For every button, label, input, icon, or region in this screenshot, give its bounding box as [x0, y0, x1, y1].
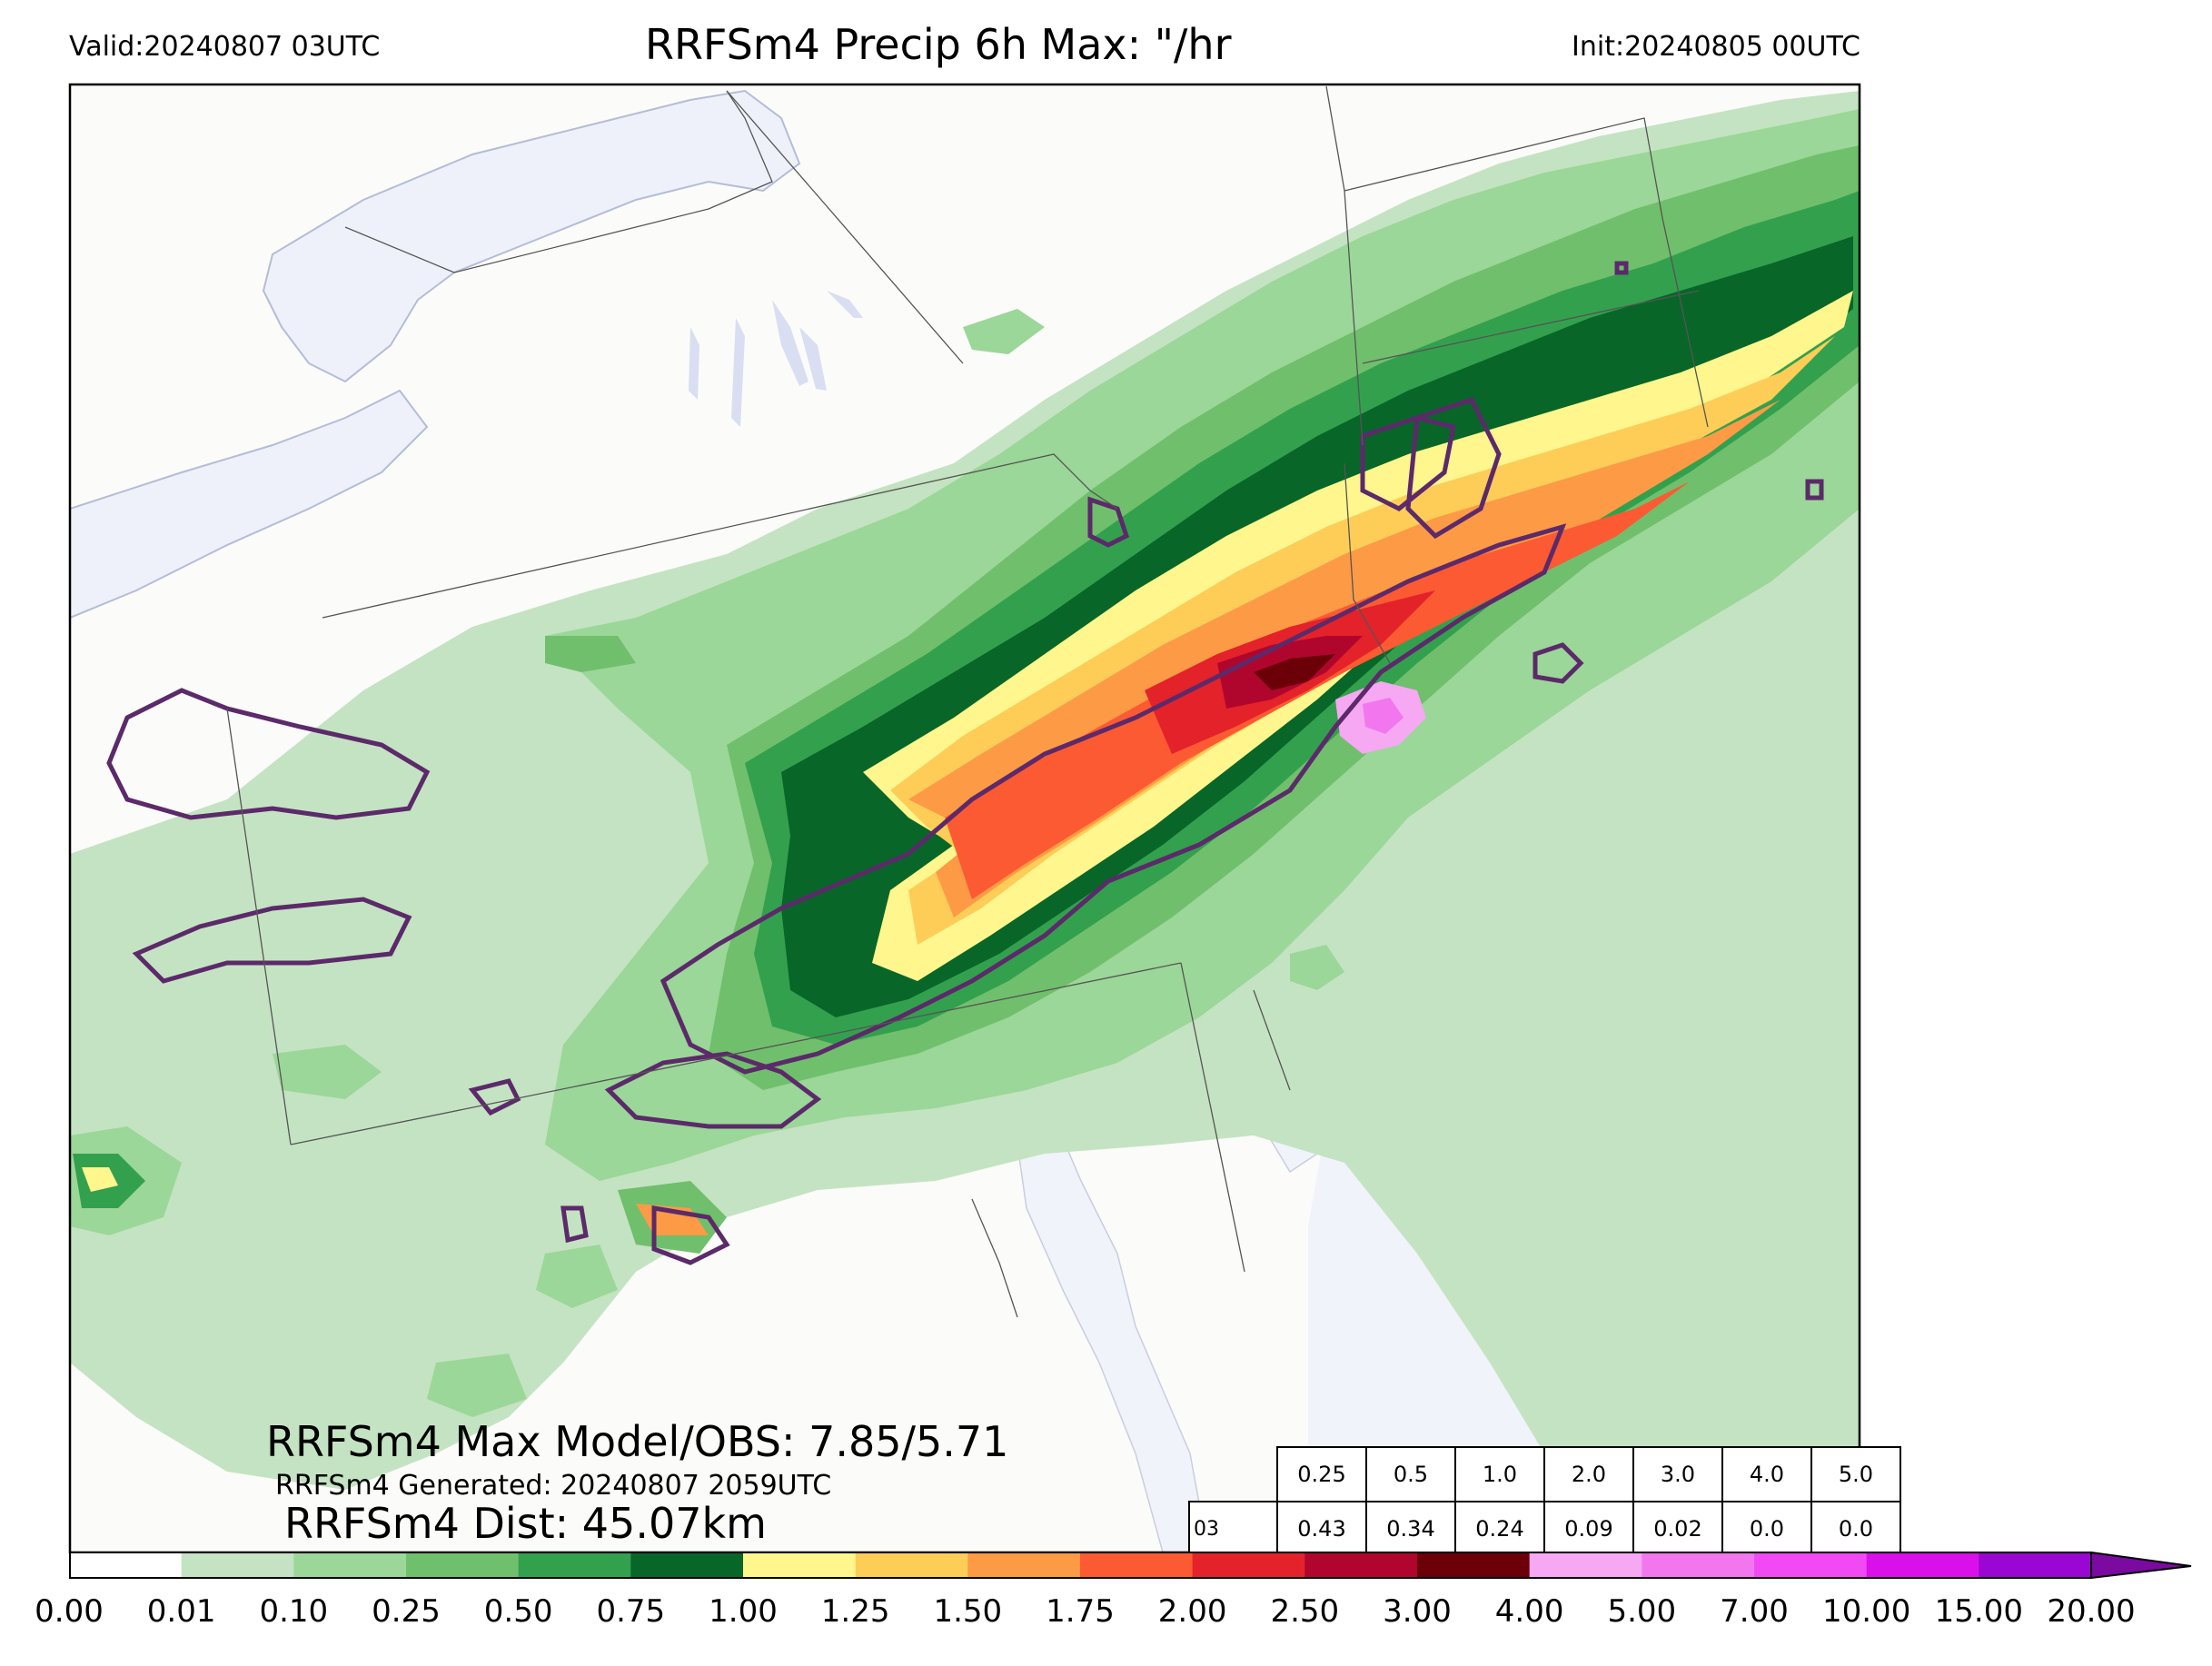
colorbar-segment — [406, 1552, 520, 1578]
dist-label: RRFSm4 Dist: 45.07km — [284, 1499, 767, 1548]
threshold-cell: 0.5 — [1365, 1446, 1456, 1502]
colorbar-tick-label: 1.50 — [933, 1593, 1003, 1630]
colorbar-segment — [1642, 1552, 1755, 1578]
chesapeake-bay — [1017, 1116, 1209, 1552]
verification-table: 0.25 0.5 1.0 2.0 3.0 4.0 5.0 03 0.43 0.3… — [1188, 1446, 1901, 1557]
max-model-obs-label: RRFSm4 Max Model/OBS: 7.85/5.71 — [266, 1417, 1009, 1466]
colorbar-tick-label: 4.00 — [1494, 1593, 1564, 1630]
score-cell: 0.0 — [1721, 1501, 1812, 1557]
colorbar-tick-label: 0.10 — [259, 1593, 329, 1630]
colorbar-segment — [518, 1552, 631, 1578]
colorbar-segment — [630, 1552, 744, 1578]
colorbar-segment — [1304, 1552, 1418, 1578]
colorbar-segment — [1192, 1552, 1305, 1578]
colorbar-segment — [1979, 1552, 2092, 1578]
chart-title: RRFSm4 Precip 6h Max: "/hr — [645, 20, 1232, 69]
finger-lakes — [689, 291, 863, 427]
colorbar-segment — [967, 1552, 1081, 1578]
colorbar-tick-label: 15.00 — [1934, 1593, 2023, 1630]
score-cell: 0.34 — [1365, 1501, 1456, 1557]
obs-contours — [106, 261, 1824, 1265]
threshold-cell: 0.25 — [1276, 1446, 1367, 1502]
colorbar-tick-label: 2.50 — [1270, 1593, 1340, 1630]
colorbar-segment — [69, 1552, 183, 1578]
colorbar-segment — [1417, 1552, 1531, 1578]
threshold-cell: 5.0 — [1810, 1446, 1901, 1502]
colorbar-segment — [1080, 1552, 1194, 1578]
valid-time: Valid:20240807 03UTC — [69, 31, 381, 63]
threshold-cell: 2.0 — [1543, 1446, 1634, 1502]
colorbar-segment — [743, 1552, 857, 1578]
colorbar-tick-label: 0.75 — [596, 1593, 666, 1630]
threshold-cell: 1.0 — [1454, 1446, 1545, 1502]
colorbar-extend-arrow — [2090, 1552, 2192, 1580]
colorbar-outline — [69, 1552, 2092, 1579]
row-label: 03 — [1188, 1501, 1278, 1557]
colorbar-tick-label: 0.01 — [146, 1593, 216, 1630]
score-cell: 0.02 — [1632, 1501, 1723, 1557]
colorbar-tick-label: 2.00 — [1157, 1593, 1227, 1630]
score-cell: 0.0 — [1810, 1501, 1901, 1557]
colorbar-segment — [293, 1552, 407, 1578]
colorbar — [69, 1552, 2192, 1580]
lake-erie — [70, 389, 429, 620]
colorbar-segment — [855, 1552, 968, 1578]
colorbar-tick-label: 20.00 — [2047, 1593, 2136, 1630]
colorbar-tick-label: 1.75 — [1046, 1593, 1115, 1630]
colorbar-tick-label: 1.00 — [709, 1593, 778, 1630]
colorbar-segment — [1529, 1552, 1642, 1578]
score-row: 03 0.43 0.34 0.24 0.09 0.02 0.0 0.0 — [1188, 1501, 1901, 1557]
state-borders — [226, 85, 1709, 1318]
score-cell: 0.43 — [1276, 1501, 1367, 1557]
score-cell: 0.09 — [1543, 1501, 1634, 1557]
generated-label: RRFSm4 Generated: 20240807 2059UTC — [275, 1470, 832, 1502]
score-cell: 0.24 — [1454, 1501, 1545, 1557]
threshold-row: 0.25 0.5 1.0 2.0 3.0 4.0 5.0 — [1189, 1446, 1901, 1502]
colorbar-tick-label: 0.00 — [35, 1593, 104, 1630]
colorbar-tick-label: 5.00 — [1607, 1593, 1677, 1630]
init-time: Init:20240805 00UTC — [1572, 31, 1860, 63]
lake-ontario — [262, 89, 801, 383]
colorbar-tick-label: 10.00 — [1821, 1593, 1911, 1630]
colorbar-tick-label: 1.25 — [820, 1593, 890, 1630]
colorbar-tick-label: 3.00 — [1383, 1593, 1452, 1630]
colorbar-segment — [181, 1552, 294, 1578]
colorbar-tick-label: 0.50 — [483, 1593, 553, 1630]
colorbar-tick-label: 7.00 — [1720, 1593, 1789, 1630]
colorbar-tick-label: 0.25 — [372, 1593, 441, 1630]
threshold-cell: 3.0 — [1632, 1446, 1723, 1502]
colorbar-segment — [1866, 1552, 1979, 1578]
colorbar-segment — [1754, 1552, 1868, 1578]
threshold-cell: 4.0 — [1721, 1446, 1812, 1502]
